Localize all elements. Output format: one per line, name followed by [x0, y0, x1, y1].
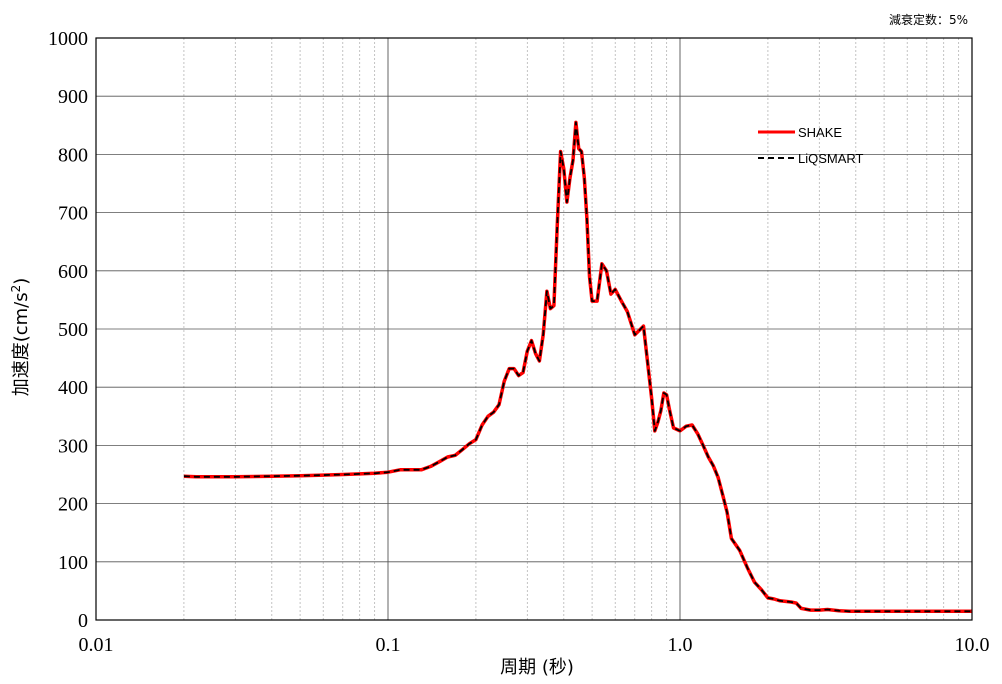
x-tick-label: 0.01 [79, 634, 114, 656]
y-tick-label: 200 [58, 494, 88, 516]
legend: SHAKE LiQSMART [758, 125, 864, 166]
y-tick-label: 800 [58, 144, 88, 166]
y-tick-label: 300 [58, 435, 88, 457]
tick-labels: 0 100 200 300 400 500 600 700 800 900 1000 0.01 0.1 1… [48, 28, 990, 656]
plot-area-frame [95, 37, 973, 621]
series-lines [183, 120, 972, 614]
legend-label-liqsmart: LiQSMART [798, 151, 864, 166]
y-tick-label: 900 [58, 86, 88, 108]
x-tick-label: 10.0 [955, 634, 990, 656]
y-tick-label: 1000 [48, 28, 88, 50]
y-tick-label: 400 [58, 377, 88, 399]
y-tick-label: 600 [58, 261, 88, 283]
x-tick-label: 1.0 [668, 634, 693, 656]
legend-label-shake: SHAKE [798, 125, 842, 140]
y-axis-label-group: 加速度(cm/s2) [9, 278, 32, 397]
y-axis-label: 加速度(cm/s2) [9, 278, 32, 397]
y-tick-label: 500 [58, 319, 88, 341]
y-tick-label: 100 [58, 552, 88, 574]
series-line-liqsmart [183, 121, 972, 613]
y-tick-label: 0 [78, 610, 88, 632]
x-axis-label: 周期 (秒) [500, 657, 574, 678]
x-tick-label: 0.1 [376, 634, 401, 656]
y-tick-label: 700 [58, 203, 88, 225]
damping-note: 減衰定数：5% [889, 12, 968, 27]
